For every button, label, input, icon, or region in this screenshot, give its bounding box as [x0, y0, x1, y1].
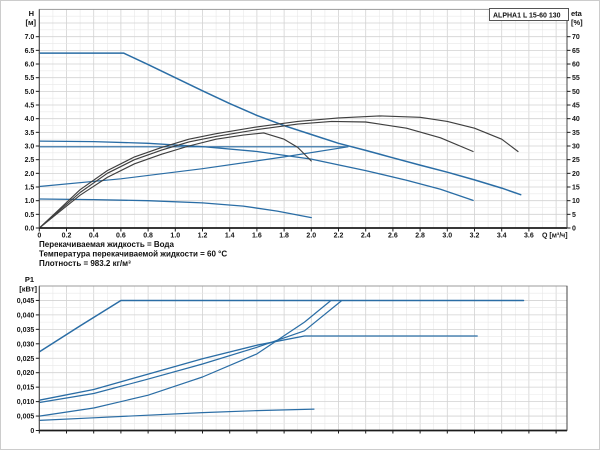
power-curve-speed-I — [38, 408, 315, 421]
pump-type-label: ALPHA1 L 15-60 130 — [493, 13, 561, 20]
q-tick-label: 1.6 — [252, 233, 262, 240]
p1-axis-label: P1 — [25, 275, 34, 284]
eta-tick-label: 65 — [572, 48, 580, 55]
h-tick-label: 5.5 — [25, 75, 35, 82]
h-tick-label: 2.5 — [25, 157, 35, 164]
p1-tick-label: 0,020 — [17, 370, 35, 377]
eta-tick-label: 20 — [572, 171, 580, 178]
bottom-chart-gridlines — [39, 286, 567, 431]
eta-tick-label: 25 — [572, 157, 580, 164]
q-tick-label: 0.6 — [116, 233, 126, 240]
h-tick-label: 2.0 — [25, 171, 35, 178]
q-tick-label: 2.4 — [361, 233, 371, 240]
eta-axis-label: eta — [571, 9, 583, 18]
h-tick-label: 6.5 — [25, 48, 35, 55]
eta-tick-label: 10 — [572, 198, 580, 205]
p1-tick-label: 0,045 — [17, 298, 35, 305]
h-tick-label: 5.0 — [25, 89, 35, 96]
q-tick-label: 2.8 — [415, 233, 425, 240]
h-tick-label: 1.5 — [25, 185, 35, 192]
h-tick-label: 4.5 — [25, 103, 35, 110]
eta-tick-label: 50 — [572, 89, 580, 96]
bottom-chart-curves — [38, 299, 525, 421]
q-tick-label: 1.8 — [279, 233, 289, 240]
h-tick-label: 4.0 — [25, 116, 35, 123]
p1-tick-label: 0,030 — [17, 341, 35, 348]
top-chart-curves — [38, 52, 522, 229]
eta-tick-label: 15 — [572, 185, 580, 192]
q-axis-label: Q [м³/ч] — [542, 233, 568, 240]
info-line-density: Плотность = 983.2 кг/м³ — [39, 259, 131, 268]
eta-tick-label: 55 — [572, 75, 580, 82]
info-line-temperature: Температура перекачиваемой жидкости = 60… — [39, 250, 227, 259]
p1-tick-label: 0,025 — [17, 356, 35, 363]
eta-curve-speed-II — [38, 120, 474, 229]
h-tick-label: 0.0 — [25, 226, 35, 233]
q-tick-label: 2.2 — [334, 233, 344, 240]
p1-tick-label: 0,005 — [17, 414, 35, 421]
top-chart-gridlines — [39, 9, 567, 228]
pump-curve-speed-I — [38, 198, 312, 219]
h-tick-label: 0.5 — [25, 212, 35, 219]
power-curve-proportional-pressure — [38, 300, 342, 404]
q-tick-label: 0.2 — [62, 233, 72, 240]
h-tick-label: 7.0 — [25, 34, 35, 41]
h-axis-label: H — [29, 9, 34, 18]
p1-tick-label: 0 — [30, 428, 34, 435]
q-tick-label: 3.2 — [470, 233, 480, 240]
eta-tick-label: 40 — [572, 116, 580, 123]
eta-tick-label: 5 — [572, 212, 576, 219]
h-tick-label: 1.0 — [25, 198, 35, 205]
top-chart-axes: 0.0 0.5 1.0 1.5 2.0 2.5 3.0 3.5 4.0 4.5 5.0 5.5 6.0 6… — [25, 8, 580, 240]
power-curve-speed-II — [38, 335, 478, 401]
eta-tick-label: 35 — [572, 130, 580, 137]
h-tick-label: 6.0 — [25, 62, 35, 69]
q-tick-label: 3.6 — [524, 233, 534, 240]
h-axis-unit: [м] — [25, 18, 36, 27]
p1-tick-label: 0,035 — [17, 327, 35, 334]
p1-tick-label: 0,040 — [17, 312, 35, 319]
pump-curve-speed-III — [38, 52, 522, 196]
q-tick-label: 3.4 — [497, 233, 507, 240]
q-tick-label: 2.0 — [306, 233, 316, 240]
eta-tick-label: 60 — [572, 62, 580, 69]
eta-tick-label: 70 — [572, 34, 580, 41]
eta-axis-unit: [%] — [571, 18, 583, 27]
pump-type-box — [489, 8, 569, 21]
info-line-pumped-liquid: Перекачиваемая жидкость = Вода — [39, 240, 174, 249]
q-tick-label: 1.0 — [170, 233, 180, 240]
q-tick-label: 1.4 — [225, 233, 235, 240]
p1-tick-label: 0,015 — [17, 385, 35, 392]
q-tick-label: 0 — [37, 233, 41, 240]
p1-axis-unit: [кВт] — [19, 285, 37, 294]
p1-tick-label: 0,010 — [17, 399, 35, 406]
eta-tick-label: 0 — [572, 226, 576, 233]
q-tick-label: 0.4 — [89, 233, 99, 240]
q-tick-label: 3.0 — [442, 233, 452, 240]
eta-tick-label: 45 — [572, 103, 580, 110]
h-tick-label: 3.0 — [25, 144, 35, 151]
eta-curve-speed-III — [38, 115, 519, 229]
q-tick-label: 2.6 — [388, 233, 398, 240]
q-tick-label: 0.8 — [143, 233, 153, 240]
q-tick-label: 1.2 — [198, 233, 208, 240]
bottom-chart-axes: 0 0,005 0,010 0,015 0,020 0,025 0,030 0,035 0,04… — [17, 285, 568, 435]
power-curve-constant-pressure — [38, 300, 331, 417]
power-curve-speed-III — [38, 299, 525, 353]
eta-tick-label: 30 — [572, 144, 580, 151]
eta-curve-speed-I — [38, 132, 312, 229]
pump-curve-speed-II — [38, 140, 474, 202]
h-tick-label: 3.5 — [25, 130, 35, 137]
proportional-pressure-curve — [38, 146, 349, 188]
